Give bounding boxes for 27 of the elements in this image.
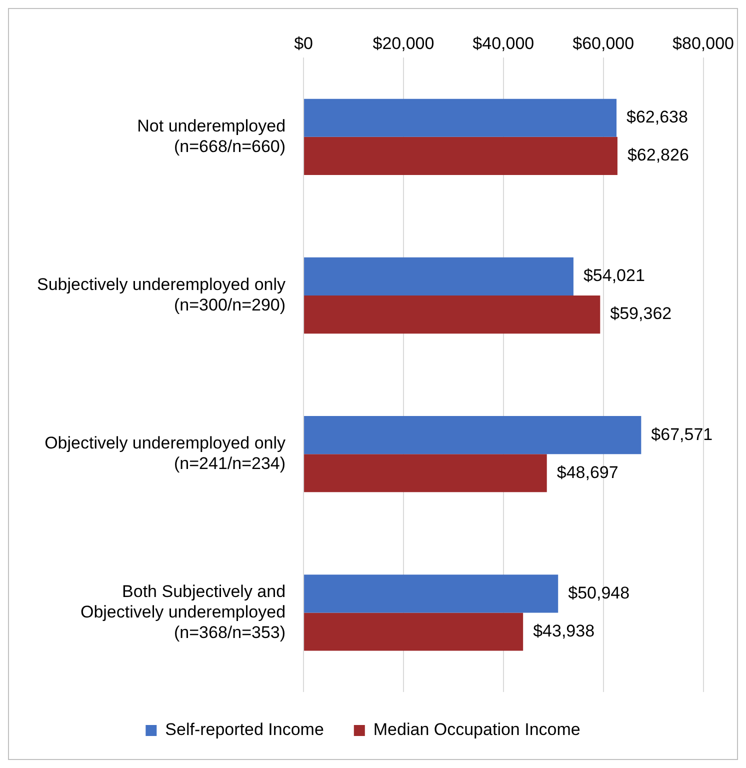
y-tick-label: Subjectively underemployed only (n=300/n=290) [36,274,286,314]
data-label: $62,826 [627,146,689,165]
x-tick-label: $40,000 [472,34,534,54]
y-tick-label: Both Subjectively and Objectively underemployed (n=368/n=353) [80,582,286,642]
bar [304,574,558,613]
bar [304,98,617,137]
x-tick-label: $0 [294,34,313,54]
y-tick-label: Not underemployed (n=668/n=660) [137,116,286,156]
legend-label: Self-reported Income [165,720,324,740]
y-tick-label: Objectively underemployed only (n=241/n=234) [44,434,286,473]
bar [304,257,574,296]
bar [304,136,618,175]
data-label: $43,938 [533,621,595,640]
data-label: $67,571 [651,424,713,444]
bar [304,296,600,334]
x-tick-label: $60,000 [572,34,634,54]
data-label: $59,362 [610,304,672,324]
data-label: $54,021 [583,266,645,286]
data-label: $62,638 [626,108,688,127]
x-tick-label: $80,000 [672,34,734,54]
data-label: $50,948 [568,583,630,602]
x-tick-label: $20,000 [372,34,434,54]
data-label: $48,697 [556,462,618,482]
bar [304,454,547,492]
legend-label: Median Occupation Income [373,720,580,740]
bar [304,416,642,454]
bar [304,612,524,651]
